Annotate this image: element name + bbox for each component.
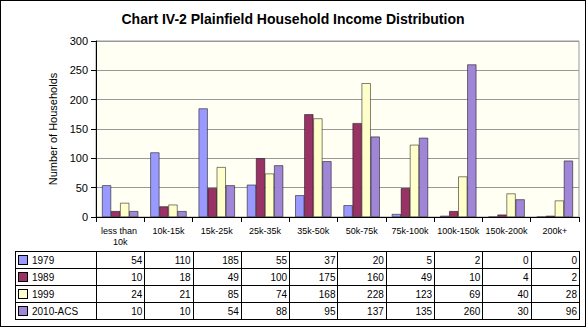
svg-text:Chart IV-2 Plainfield Househol: Chart IV-2 Plainfield Household Income D…	[121, 11, 464, 27]
html-text:40: 40	[517, 288, 529, 300]
html-text:24: 24	[131, 288, 143, 300]
html-text:54: 54	[131, 254, 143, 266]
html-text:18: 18	[179, 271, 191, 283]
html-text:54: 54	[227, 305, 239, 317]
svg-text:10k: 10k	[113, 237, 128, 247]
html-text:30: 30	[517, 305, 529, 317]
html-text:69: 69	[469, 288, 481, 300]
html-text:96: 96	[565, 305, 577, 317]
svg-text:less than: less than	[101, 226, 140, 236]
svg-text:50k-75k: 50k-75k	[346, 226, 379, 236]
html-text:168: 168	[318, 288, 336, 300]
html-text:1999: 1999	[32, 288, 55, 300]
svg-text:10k-15k: 10k-15k	[152, 226, 185, 236]
html-text:185: 185	[222, 254, 239, 266]
html-text:1989: 1989	[32, 271, 55, 283]
svg-text:250: 250	[70, 64, 88, 76]
html-text:175: 175	[318, 271, 336, 283]
html-text:160: 160	[367, 271, 384, 283]
html-text:0: 0	[523, 254, 529, 266]
html-text:135: 135	[415, 305, 433, 317]
html-text:10: 10	[131, 271, 143, 283]
html-text:123: 123	[415, 288, 433, 300]
svg-text:100k-150k: 100k-150k	[437, 226, 480, 236]
svg-text:300: 300	[70, 35, 88, 47]
html-text:4: 4	[523, 271, 529, 283]
svg-text:75k-100k: 75k-100k	[391, 226, 429, 236]
svg-text:25k-35k: 25k-35k	[249, 226, 282, 236]
html-text:49: 49	[227, 271, 239, 283]
svg-text:200: 200	[70, 94, 88, 106]
html-text:228: 228	[367, 288, 384, 300]
html-text:21: 21	[179, 288, 191, 300]
svg-text:0: 0	[82, 211, 88, 223]
html-text:85: 85	[227, 288, 239, 300]
svg-text:200k+: 200k+	[542, 226, 567, 236]
svg-text:50: 50	[76, 182, 88, 194]
html-text:0: 0	[571, 254, 577, 266]
html-text:137: 137	[367, 305, 384, 317]
html-text:100: 100	[270, 271, 288, 283]
html-text:2: 2	[571, 271, 577, 283]
html-text:2010-ACS: 2010-ACS	[32, 305, 79, 317]
html-text:5: 5	[426, 254, 433, 266]
html-text:95: 95	[324, 305, 336, 317]
svg-text:150: 150	[70, 123, 88, 135]
html-text:10: 10	[469, 271, 481, 283]
html-text:28: 28	[565, 288, 577, 300]
svg-text:100: 100	[70, 152, 88, 164]
html-text:49: 49	[421, 271, 433, 283]
html-text:20: 20	[372, 254, 384, 266]
svg-text:150k-200k: 150k-200k	[486, 226, 529, 236]
html-text:260: 260	[463, 305, 481, 317]
html-text:74: 74	[276, 288, 288, 300]
html-text:88: 88	[276, 305, 288, 317]
html-text:110: 110	[174, 254, 191, 266]
html-text:1979: 1979	[32, 254, 55, 266]
html-text:2: 2	[474, 254, 481, 266]
html-text:55: 55	[276, 254, 288, 266]
html-text:10: 10	[179, 305, 191, 317]
html-text:37: 37	[324, 254, 336, 266]
svg-text:15k-25k: 15k-25k	[201, 226, 234, 236]
svg-text:Number of Households: Number of Households	[47, 72, 59, 185]
html-text:10: 10	[131, 305, 143, 317]
svg-text:35k-50k: 35k-50k	[297, 226, 330, 236]
